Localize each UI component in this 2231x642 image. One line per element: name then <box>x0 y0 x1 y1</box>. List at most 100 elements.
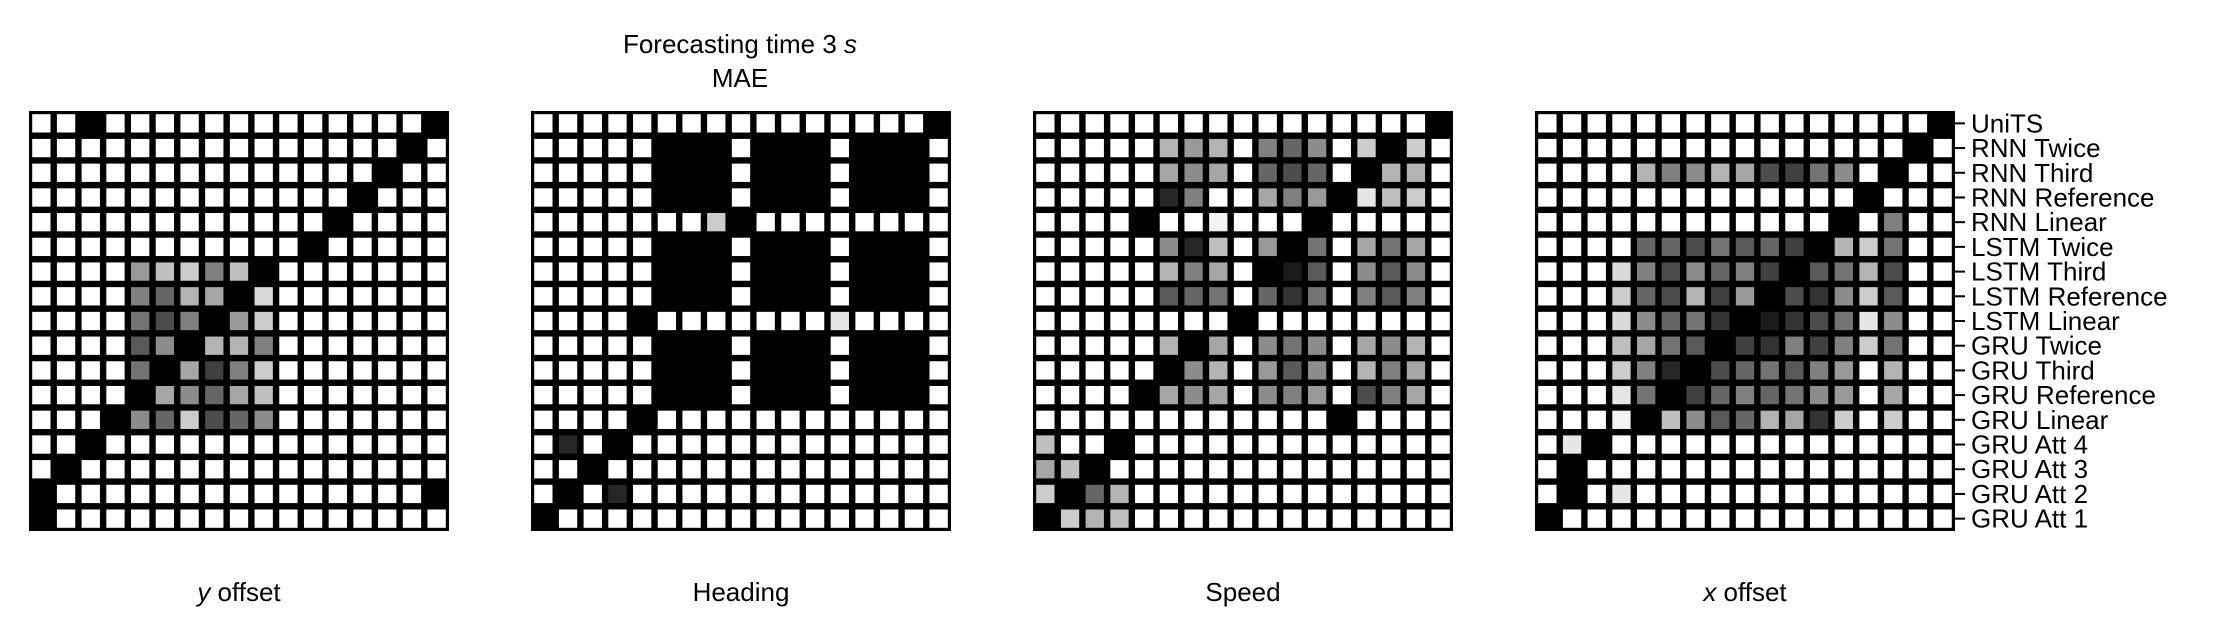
heatmap-cell <box>254 188 273 207</box>
heatmap-cell <box>855 237 874 257</box>
heatmap-cell <box>1562 435 1582 454</box>
heatmap-cell <box>1538 213 1557 232</box>
heatmap-cell <box>254 385 273 405</box>
heatmap-cell <box>608 361 627 380</box>
heatmap-cell <box>904 188 924 207</box>
heatmap-cell <box>303 484 323 504</box>
heatmap-cell <box>929 287 948 306</box>
heatmap-cell <box>731 361 751 380</box>
heatmap-cell <box>353 484 372 504</box>
x-axis-label: y offset <box>195 577 281 607</box>
heatmap-cell <box>1406 237 1426 257</box>
heatmap-cell <box>707 435 726 454</box>
heatmap-cell <box>1686 484 1705 504</box>
heatmap-cell <box>303 262 323 281</box>
heatmap-cell <box>1908 237 1928 257</box>
heatmap-cell <box>558 188 578 207</box>
heatmap-cell <box>904 163 924 182</box>
heatmap-cell <box>880 163 899 182</box>
heatmap-cell <box>534 361 553 380</box>
heatmap-cell <box>180 237 199 257</box>
heatmap-cell <box>1785 460 1804 479</box>
heatmap-cell <box>880 114 899 133</box>
heatmap-cell <box>583 336 602 355</box>
heatmap-cell <box>1135 385 1154 405</box>
heatmap-cell <box>81 484 100 504</box>
heatmap-cell <box>1283 385 1302 405</box>
heatmap-cell <box>1036 361 1055 380</box>
heatmap-cell <box>1085 410 1104 429</box>
heatmap-cell <box>155 460 175 479</box>
heatmap-cell <box>279 213 298 232</box>
heatmap-cell <box>558 460 578 479</box>
heatmap-cell <box>1562 237 1582 257</box>
heatmap-cell <box>402 188 422 207</box>
heatmap-cell <box>205 237 224 257</box>
heatmap-cell <box>1184 163 1203 182</box>
heatmap-cell <box>303 163 323 182</box>
heatmap-cell <box>830 509 849 528</box>
y-tick-label: GRU Att 2 <box>1971 479 2088 509</box>
heatmap-cell <box>1332 163 1351 182</box>
heatmap-cell <box>353 262 372 281</box>
heatmap-cell <box>583 114 602 133</box>
heatmap-cell <box>534 410 553 429</box>
heatmap-cell <box>1538 138 1557 158</box>
heatmap-cell <box>1110 460 1129 479</box>
heatmap-cell <box>756 188 775 207</box>
heatmap-cell <box>205 311 224 331</box>
heatmap-cell <box>1735 237 1755 257</box>
heatmap-cell <box>1686 163 1705 182</box>
heatmap-cell <box>1908 336 1928 355</box>
heatmap-cell <box>1332 311 1351 331</box>
heatmap-cell <box>378 287 397 306</box>
heatmap-y-offset: y offset <box>29 111 449 607</box>
heatmap-cell <box>1283 287 1302 306</box>
y-tick-label: GRU Att 1 <box>1971 504 2088 534</box>
heatmap-cell <box>1908 385 1928 405</box>
heatmap-cell <box>855 114 874 133</box>
heatmap-cell <box>534 262 553 281</box>
heatmap-cell <box>1884 262 1903 281</box>
heatmap-cell <box>427 213 446 232</box>
heatmap-cell <box>427 435 446 454</box>
heatmap-cell <box>1209 287 1228 306</box>
heatmap-cell <box>929 509 948 528</box>
heatmap-cell <box>1859 163 1878 182</box>
heatmap-cell <box>1834 163 1853 182</box>
heatmap-cell <box>1637 262 1656 281</box>
heatmap-cell <box>904 138 924 158</box>
heatmap-cell <box>131 262 150 281</box>
heatmap-cell <box>608 237 627 257</box>
heatmap-cell <box>633 138 652 158</box>
heatmap-cell <box>205 484 224 504</box>
heatmap-cell <box>328 262 347 281</box>
heatmap-cell <box>904 287 924 306</box>
heatmap-cell <box>830 138 849 158</box>
heatmap-cell <box>1637 237 1656 257</box>
heatmap-cell <box>1357 509 1376 528</box>
heatmap-cell <box>1209 138 1228 158</box>
heatmap-cell <box>1661 509 1681 528</box>
heatmap-cell <box>830 114 849 133</box>
heatmap-cell <box>1085 509 1104 528</box>
heatmap-cell <box>1661 361 1681 380</box>
heatmap-cell <box>1135 138 1154 158</box>
heatmap-cell <box>1834 410 1853 429</box>
heatmap-cell <box>1085 262 1104 281</box>
heatmap-cell <box>1159 213 1179 232</box>
heatmap-cell <box>402 213 422 232</box>
heatmap-cell <box>1538 385 1557 405</box>
heatmap-cell <box>534 311 553 331</box>
heatmap-cell <box>1431 336 1450 355</box>
heatmap-cell <box>1834 435 1853 454</box>
heatmap-cell <box>1060 138 1080 158</box>
heatmap-cell <box>106 410 125 429</box>
heatmap-cell <box>781 138 800 158</box>
heatmap-cell <box>328 336 347 355</box>
heatmap-cell <box>1760 287 1779 306</box>
heatmap-cell <box>1859 509 1878 528</box>
heatmap-cell <box>1735 460 1755 479</box>
heatmap-cell <box>1135 361 1154 380</box>
